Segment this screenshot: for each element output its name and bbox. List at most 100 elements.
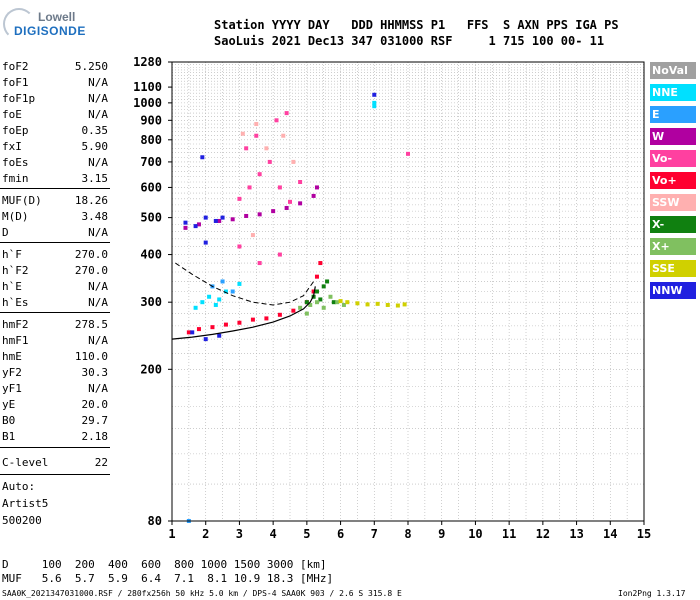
data-point — [203, 337, 208, 342]
chart-ticks: 1 2 3 4 5 6 7 8 9 10 11 12 13 14 158020030040050060070… — [133, 55, 651, 541]
data-point — [257, 212, 262, 217]
data-point — [318, 297, 323, 302]
data-point — [250, 317, 255, 322]
data-point — [328, 294, 333, 299]
param-name: C-level — [2, 456, 49, 469]
x-tick-label: 2 — [202, 527, 209, 541]
param-row-b1: B1 2.18 — [2, 430, 108, 446]
param-row-fmin: fmin 3.15 — [2, 172, 108, 188]
data-point — [318, 261, 323, 266]
param-divider — [0, 312, 110, 313]
data-point — [196, 222, 201, 227]
y-tick-label: 1000 — [133, 96, 162, 110]
data-point — [217, 218, 222, 223]
y-tick-label: 1280 — [133, 55, 162, 69]
x-tick-label: 1 — [168, 527, 175, 541]
data-point — [203, 215, 208, 220]
footer-distance-row: D 100 200 400 600 800 1000 1500 3000 [km… — [2, 558, 327, 571]
data-point — [402, 302, 407, 307]
data-point — [304, 300, 309, 305]
y-tick-label: 700 — [140, 155, 162, 169]
data-point — [247, 185, 252, 190]
param-row-fof2: foF2 5.250 — [2, 60, 108, 76]
param-name: foEs — [2, 156, 29, 169]
legend-item-vo-: Vo- — [650, 150, 696, 167]
param-row-fxi: fxI 5.90 — [2, 140, 108, 156]
param-value: N/A — [88, 226, 108, 239]
data-point — [200, 300, 205, 305]
chart-curves — [171, 262, 316, 340]
y-tick-label: 80 — [148, 514, 162, 528]
y-tick-label: 500 — [140, 211, 162, 225]
footer-muf-row: MUF 5.6 5.7 5.9 6.4 7.1 8.1 10.9 18.3 [M… — [2, 572, 334, 585]
data-point — [217, 297, 222, 302]
logo-text-lowell: Lowell — [38, 10, 76, 24]
data-point — [372, 92, 377, 97]
param-name: D — [2, 226, 9, 239]
param-name: foEp — [2, 124, 29, 137]
x-tick-label: 7 — [371, 527, 378, 541]
x-tick-label: 9 — [438, 527, 445, 541]
auto-artist: Artist5 — [2, 497, 49, 510]
data-point — [264, 146, 269, 151]
data-point — [257, 261, 262, 266]
param-row-h-f2: h`F2 270.0 — [2, 264, 108, 280]
data-point — [331, 300, 336, 305]
data-point — [230, 289, 235, 294]
param-name: MUF(D) — [2, 194, 42, 207]
data-point — [264, 316, 269, 321]
data-point — [213, 302, 218, 307]
param-row-d: D N/A — [2, 226, 108, 242]
param-value: 30.3 — [81, 366, 109, 379]
data-point — [375, 301, 380, 306]
y-tick-label: 800 — [140, 133, 162, 147]
logo-text-digisonde: DIGISONDE — [14, 24, 86, 38]
data-point — [254, 133, 259, 138]
data-point — [237, 196, 242, 201]
param-row-hmf2: hmF2 278.5 — [2, 318, 108, 334]
data-point — [183, 225, 188, 230]
data-point — [345, 300, 350, 305]
data-point — [250, 233, 255, 238]
ionogram-chart: 1 2 3 4 5 6 7 8 9 10 11 12 13 14 158020030040050060070… — [133, 55, 651, 541]
data-point — [311, 289, 316, 294]
param-name: hmE — [2, 350, 22, 363]
param-name: h`F2 — [2, 264, 29, 277]
data-point — [325, 279, 330, 284]
param-row-foe: foE N/A — [2, 108, 108, 124]
data-point — [213, 218, 218, 223]
param-value: N/A — [88, 108, 108, 121]
param-name: foF1p — [2, 92, 36, 105]
legend-item-vo-: Vo+ — [650, 172, 696, 189]
legend-item-noval: NoVal — [650, 62, 696, 79]
data-point — [190, 330, 195, 335]
legend-item-w: W — [650, 128, 696, 145]
param-value: 22 — [94, 456, 108, 469]
data-point — [183, 220, 188, 225]
y-tick-label: 900 — [140, 113, 162, 127]
param-value: 3.48 — [81, 210, 109, 223]
data-point — [244, 213, 249, 218]
param-name: yF2 — [2, 366, 22, 379]
param-value: 278.5 — [74, 318, 108, 331]
param-value: N/A — [88, 76, 108, 89]
data-point — [311, 193, 316, 198]
data-point — [240, 131, 245, 136]
data-point — [203, 240, 208, 245]
y-tick-label: 300 — [140, 295, 162, 309]
param-divider — [0, 474, 110, 475]
data-point — [223, 322, 228, 327]
data-point — [385, 302, 390, 307]
data-point — [298, 305, 303, 310]
param-value: N/A — [88, 280, 108, 293]
data-point — [186, 330, 191, 335]
data-point — [314, 289, 319, 294]
param-name: hmF1 — [2, 334, 29, 347]
x-tick-label: 6 — [337, 527, 344, 541]
legend-item-nne: NNE — [650, 84, 696, 101]
x-tick-label: 8 — [404, 527, 411, 541]
data-point — [244, 146, 249, 151]
data-point — [281, 133, 286, 138]
data-point — [193, 224, 198, 229]
data-point — [277, 185, 282, 190]
